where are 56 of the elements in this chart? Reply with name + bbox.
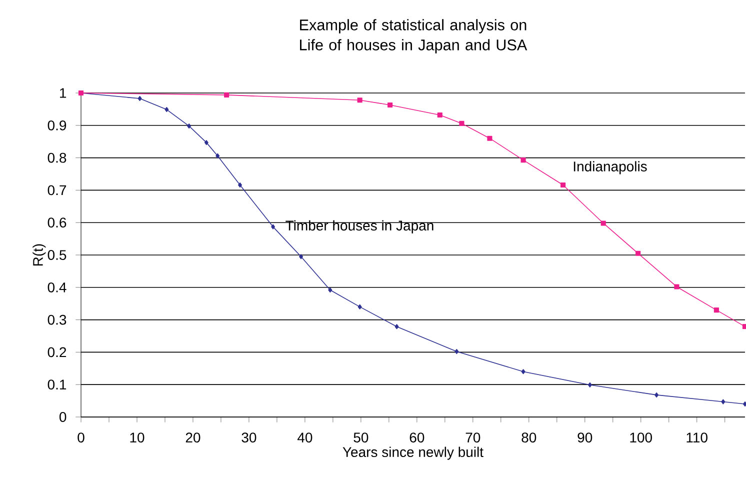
point [714,308,719,313]
x-tick-label: 70 [466,432,480,443]
y-tick-label: 0 [60,412,66,422]
point [358,304,362,310]
x-tick-label: 40 [297,432,312,443]
x-tick-label: 80 [522,432,536,443]
y-tick-label: 0.4 [48,282,66,292]
y-tick-label: 0.9 [48,120,66,130]
chart-title: Example of statistical analysis on Life of houses in Japan and USA [300,19,528,54]
point [560,182,566,188]
point [600,220,606,226]
point [224,92,230,98]
series-label: Indianapolis [574,161,647,174]
x-tick-label: 90 [578,432,592,443]
point [520,158,526,163]
point [187,124,192,129]
point [588,382,592,388]
y-tick-label: 1 [60,88,66,98]
x-tick-label: 50 [354,432,368,443]
y-tick-label: 0.1 [48,380,66,390]
x-tick-label: 60 [410,432,424,443]
point [357,98,362,103]
x-axis-title: Years since newly built [342,446,484,460]
point [654,392,659,398]
point [388,102,393,108]
y-tick-label: 0.3 [48,314,66,325]
point [487,136,492,141]
y-tick-label: 0.2 [48,347,66,358]
point [216,153,220,158]
y-tick-label: 0.8 [48,152,66,163]
x-tick-label: 10 [130,432,144,443]
x-tick-label: 30 [242,432,256,443]
x-tick-label: 100 [630,432,652,443]
point [328,287,332,293]
y-tick-label: 0.6 [48,218,66,228]
y-tick-label: 0.5 [48,250,66,260]
x-tick-label: 110 [686,432,708,443]
x-tick-label: 0 [78,432,84,443]
point [521,369,526,374]
point [299,254,304,260]
point [271,224,276,230]
y-axis-title: R(t) [32,244,46,266]
point [674,284,680,290]
point [721,399,726,404]
y-tick-label: 0.7 [48,185,66,196]
point [394,324,399,330]
x-tick-label: 20 [186,432,200,443]
series-label: Timber houses in Japan [286,220,434,234]
point [437,112,442,118]
point [138,96,142,102]
point [636,250,641,256]
point [238,182,242,188]
point [454,349,459,354]
point [459,120,464,126]
point [204,140,208,146]
point [164,106,169,112]
